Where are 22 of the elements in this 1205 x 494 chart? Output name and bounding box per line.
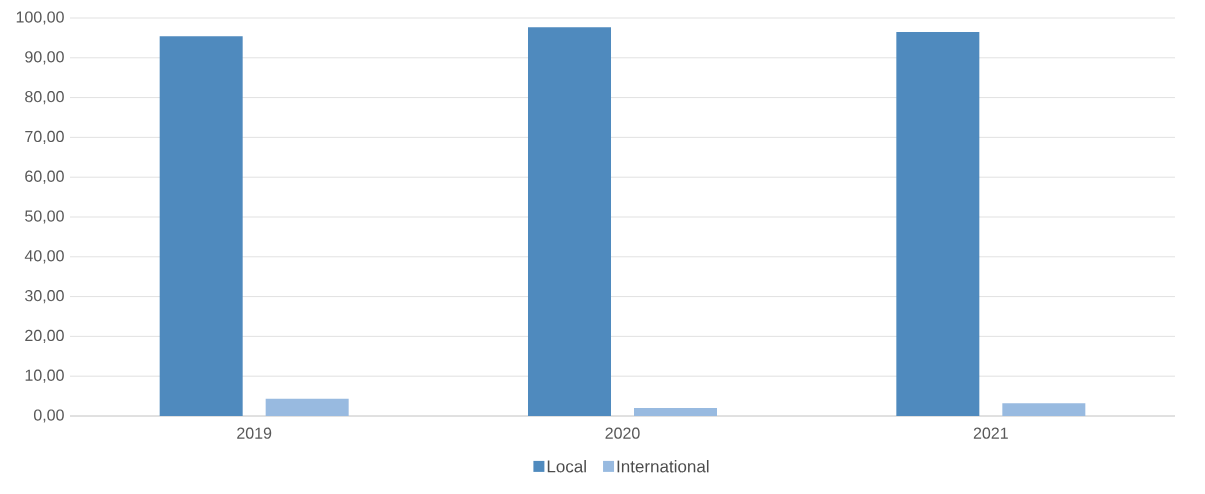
y-tick-label: 10,00: [25, 369, 64, 383]
y-tick-label: 20,00: [25, 329, 64, 343]
bar: [528, 27, 611, 416]
y-tick-label: 100,00: [16, 11, 64, 25]
bar: [634, 408, 717, 416]
y-tick-label: 60,00: [25, 170, 64, 184]
y-tick-label: 70,00: [25, 130, 64, 144]
y-tick-label: 50,00: [25, 210, 64, 224]
y-tick-label: 90,00: [25, 51, 64, 65]
x-tick-label: 2019: [237, 427, 272, 439]
bar: [265, 398, 349, 416]
legend-label: Local: [547, 460, 586, 473]
legend-label: International: [617, 460, 709, 473]
bar: [159, 36, 243, 416]
x-tick-label: 2020: [605, 427, 640, 439]
x-tick-label: 2021: [973, 427, 1008, 439]
y-tick-label: 80,00: [25, 90, 64, 105]
y-tick-label: 30,00: [25, 289, 64, 304]
y-tick-label: 40,00: [24, 250, 64, 264]
bar: [1002, 403, 1086, 416]
bar: [896, 31, 980, 416]
y-tick-label: 0,00: [33, 409, 64, 423]
